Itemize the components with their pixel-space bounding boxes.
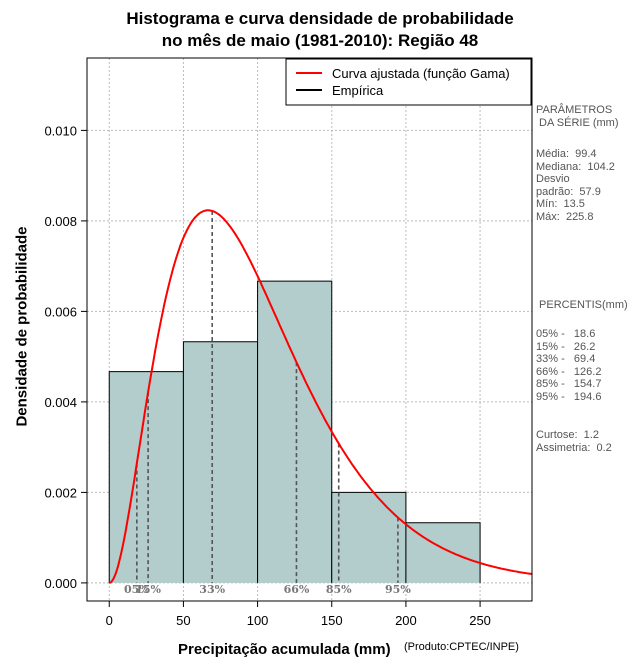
x-tick-label: 100 — [247, 613, 269, 628]
params-values: Média: 99.4 Mediana: 104.2 Desvio padrão… — [536, 148, 615, 223]
x-tick-label: 50 — [176, 613, 190, 628]
credit-text: (Produto:CPTEC/INPE) — [404, 641, 519, 653]
legend-label: Empírica — [332, 83, 384, 98]
percentile-label: 15% — [135, 583, 161, 596]
x-axis-label: Precipitação acumulada (mm) — [178, 641, 391, 658]
percentile-label: 85% — [326, 583, 352, 596]
histogram-bar-outline — [405, 522, 481, 583]
percentis-values: 05% - 18.6 15% - 26.2 33% - 69.4 66% - 1… — [536, 328, 602, 403]
y-tick-label: 0.004 — [44, 395, 77, 410]
x-tick-label: 250 — [469, 613, 491, 628]
percentile-label: 33% — [199, 583, 225, 596]
percentis-title: PERCENTIS(mm) — [536, 299, 628, 311]
fitted-gamma-curve — [108, 209, 533, 584]
y-tick-label: 0.006 — [44, 304, 77, 319]
percentile-label: 66% — [284, 583, 310, 596]
stats-extra: Curtose: 1.2 Assimetria: 0.2 — [536, 429, 612, 454]
histogram-bar — [331, 492, 406, 583]
chart-title-line2: no mês de maio (1981-2010): Região 48 — [161, 31, 479, 50]
y-tick-label: 0.002 — [44, 485, 77, 500]
histogram-bar — [183, 341, 258, 583]
histogram-bar — [257, 281, 332, 583]
legend-label: Curva ajustada (função Gama) — [332, 66, 510, 81]
x-tick-label: 150 — [321, 613, 343, 628]
y-tick-label: 0.010 — [44, 123, 77, 138]
percentile-label: 95% — [385, 583, 411, 596]
params-title: PARÂMETROS DA SÉRIE (mm) — [536, 104, 619, 129]
chart-title-line1: Histograma e curva densidade de probabil… — [126, 9, 514, 28]
y-axis-label: Densidade de probabilidade — [13, 226, 31, 427]
x-tick-label: 200 — [395, 613, 417, 628]
percentile-label: 05% — [124, 583, 150, 596]
y-tick-label: 0.000 — [44, 576, 77, 591]
plot-frame — [86, 57, 533, 602]
legend-box — [285, 58, 532, 106]
y-tick-label: 0.008 — [44, 214, 77, 229]
x-tick-label: 0 — [106, 613, 113, 628]
